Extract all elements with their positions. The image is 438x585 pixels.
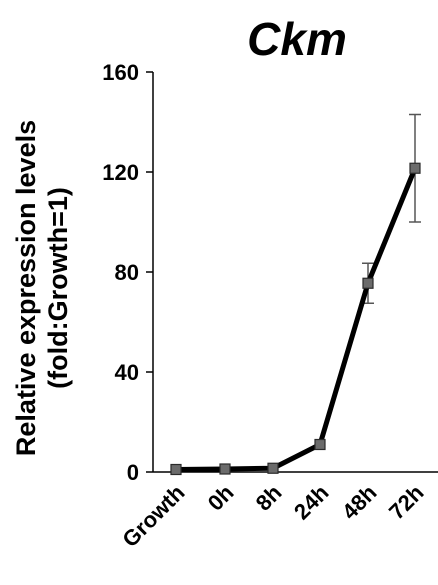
x-tick-label: 72h bbox=[384, 480, 428, 524]
x-tick-label: 8h bbox=[251, 480, 287, 516]
y-tick-label: 40 bbox=[115, 360, 139, 385]
data-markers bbox=[170, 162, 421, 476]
chart-title: Ckm bbox=[247, 13, 347, 65]
y-axis-label: Relative expression levels (fold:Growth=… bbox=[11, 120, 73, 456]
data-point-marker bbox=[314, 438, 326, 451]
series-line bbox=[173, 165, 418, 472]
x-tick-label: 24h bbox=[289, 480, 333, 524]
y-tick-label: 160 bbox=[102, 60, 139, 85]
x-tick-label: Growth bbox=[117, 480, 189, 552]
y-axis-label-line2: (fold:Growth=1) bbox=[43, 187, 73, 389]
y-ticks: 0 40 80 120 160 bbox=[102, 60, 153, 485]
data-point-marker bbox=[409, 162, 421, 174]
x-tick-label: 48h bbox=[337, 480, 381, 524]
x-ticks: Growth 0h 8h 24h 48h 72h bbox=[117, 480, 428, 552]
x-tick-label: 0h bbox=[203, 480, 239, 516]
y-axis-label-line1: Relative expression levels bbox=[11, 120, 41, 456]
data-point-marker bbox=[219, 463, 231, 475]
data-point-marker bbox=[170, 463, 182, 476]
y-tick-label: 120 bbox=[102, 160, 139, 185]
y-tick-label: 0 bbox=[127, 460, 139, 485]
data-point-marker bbox=[362, 277, 374, 289]
data-point-marker bbox=[267, 462, 279, 474]
y-tick-label: 80 bbox=[115, 260, 139, 285]
